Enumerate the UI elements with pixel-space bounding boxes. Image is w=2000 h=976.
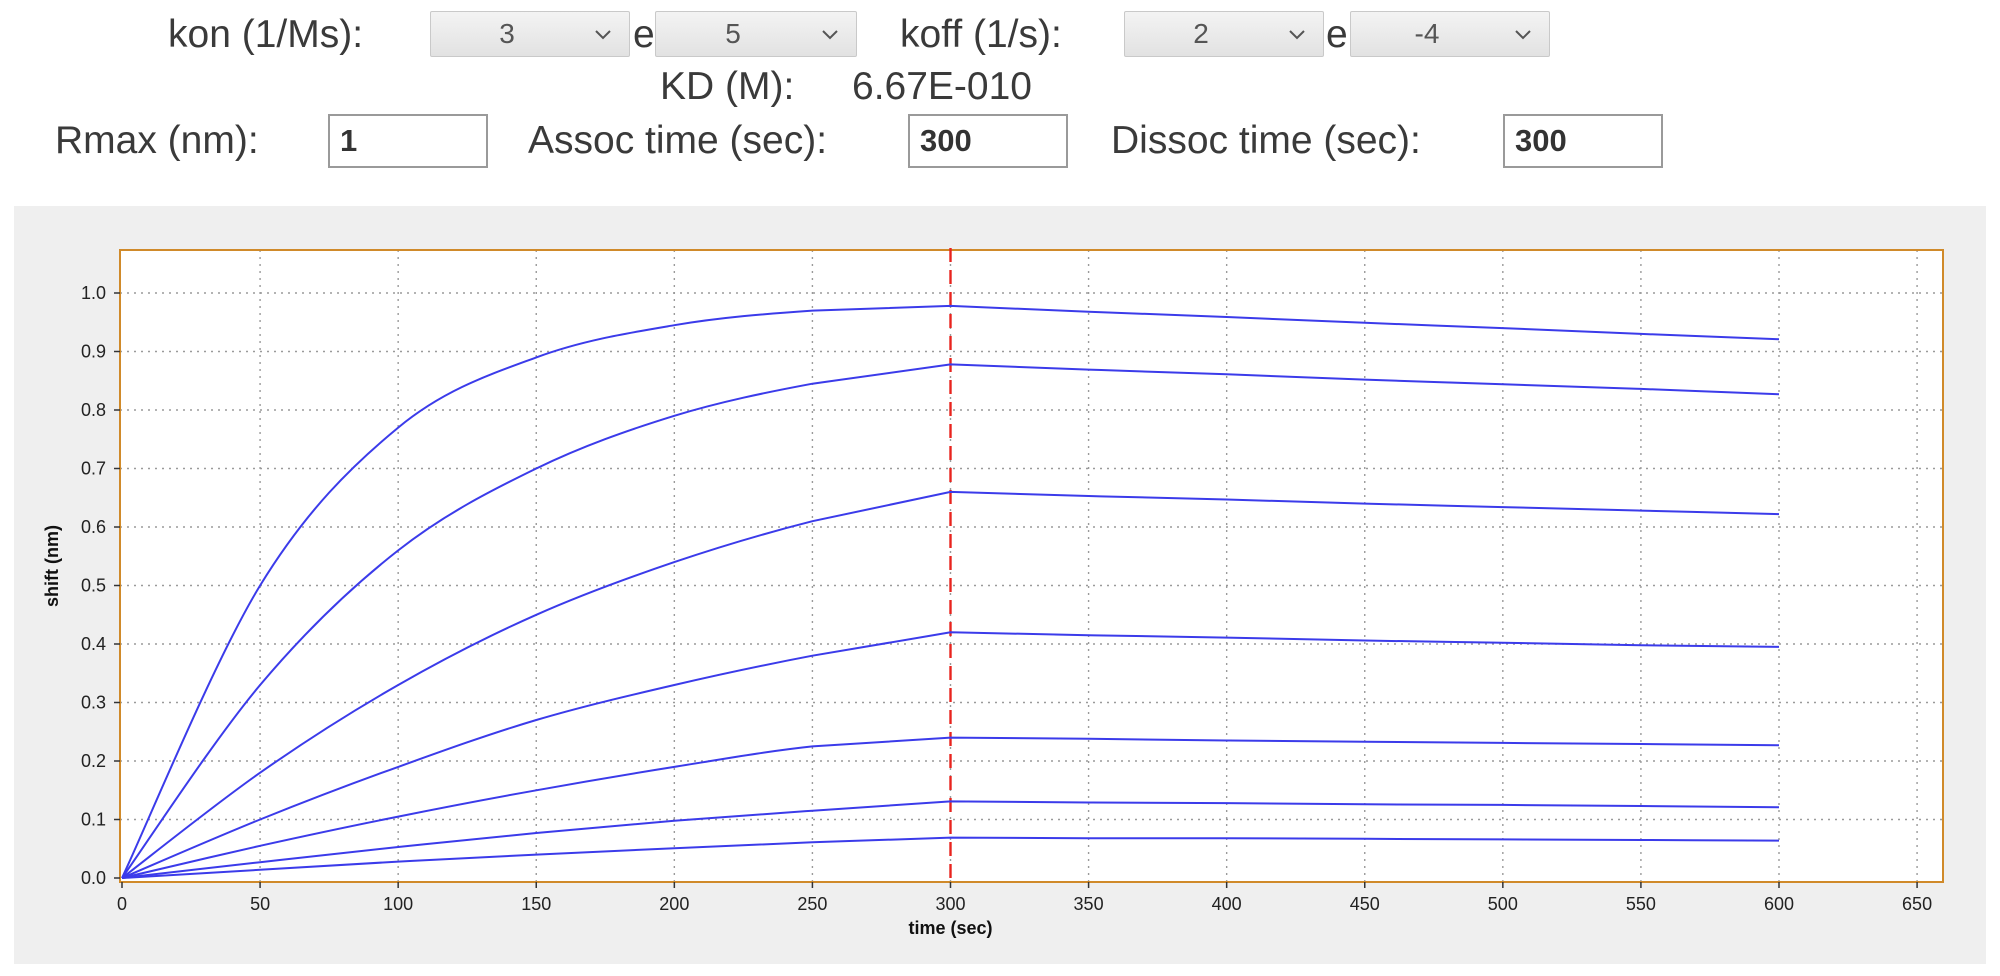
koff-label: koff (1/s): bbox=[900, 13, 1062, 56]
kon-e-label: e bbox=[633, 13, 655, 56]
x-tick-label: 450 bbox=[1350, 894, 1380, 914]
rmax-input[interactable]: 1 bbox=[328, 114, 488, 168]
assoc-time-label: Assoc time (sec): bbox=[528, 119, 828, 162]
plot-area bbox=[120, 250, 1943, 882]
x-tick-label: 100 bbox=[383, 894, 413, 914]
kd-label: KD (M): bbox=[660, 65, 795, 108]
chevron-down-icon bbox=[595, 30, 611, 40]
kon-exponent-select[interactable]: 5 bbox=[655, 11, 857, 57]
x-tick-label: 550 bbox=[1626, 894, 1656, 914]
series-line-5 bbox=[121, 490, 1780, 879]
kon-mantissa-value: 3 bbox=[499, 18, 515, 49]
y-tick-label: 1.0 bbox=[81, 283, 106, 303]
plot-frame bbox=[119, 249, 1944, 883]
x-tick-label: 200 bbox=[659, 894, 689, 914]
kon-exponent-value: 5 bbox=[725, 18, 741, 49]
y-axis-label: shift (nm) bbox=[42, 525, 62, 607]
koff-exponent-value: -4 bbox=[1414, 18, 1440, 49]
y-tick-label: 0.6 bbox=[81, 517, 106, 537]
series-line-1 bbox=[121, 836, 1780, 879]
x-axis-label: time (sec) bbox=[908, 918, 992, 938]
koff-e-label: e bbox=[1326, 13, 1348, 56]
chevron-down-icon bbox=[1515, 30, 1531, 40]
x-tick-label: 600 bbox=[1764, 894, 1794, 914]
x-tick-label: 650 bbox=[1902, 894, 1932, 914]
series-line-7 bbox=[121, 304, 1780, 879]
y-tick-label: 0.7 bbox=[81, 459, 106, 479]
chevron-down-icon bbox=[1289, 30, 1305, 40]
series-line-3 bbox=[121, 736, 1780, 879]
x-tick-label: 0 bbox=[117, 894, 127, 914]
x-tick-label: 300 bbox=[935, 894, 965, 914]
y-tick-label: 0.2 bbox=[81, 751, 106, 771]
assoc-time-input[interactable]: 300 bbox=[908, 114, 1068, 168]
x-tick-label: 350 bbox=[1074, 894, 1104, 914]
rmax-label: Rmax (nm): bbox=[55, 119, 259, 162]
dissoc-time-label: Dissoc time (sec): bbox=[1111, 119, 1421, 162]
x-tick-label: 400 bbox=[1212, 894, 1242, 914]
koff-exponent-select[interactable]: -4 bbox=[1350, 11, 1550, 57]
y-tick-label: 0.0 bbox=[81, 868, 106, 888]
y-tick-label: 0.5 bbox=[81, 576, 106, 596]
chevron-down-icon bbox=[822, 30, 838, 40]
koff-mantissa-select[interactable]: 2 bbox=[1124, 11, 1324, 57]
dissoc-time-input[interactable]: 300 bbox=[1503, 114, 1663, 168]
y-tick-label: 0.4 bbox=[81, 634, 106, 654]
x-tick-label: 500 bbox=[1488, 894, 1518, 914]
series-line-6 bbox=[121, 363, 1780, 879]
series-line-2 bbox=[121, 800, 1780, 879]
y-tick-label: 0.8 bbox=[81, 400, 106, 420]
x-tick-label: 150 bbox=[521, 894, 551, 914]
x-tick-label: 250 bbox=[797, 894, 827, 914]
kd-value: 6.67E-010 bbox=[852, 65, 1032, 108]
y-tick-label: 0.9 bbox=[81, 342, 106, 362]
kon-mantissa-select[interactable]: 3 bbox=[430, 11, 630, 57]
series-line-4 bbox=[121, 631, 1780, 879]
koff-mantissa-value: 2 bbox=[1193, 18, 1209, 49]
y-tick-label: 0.1 bbox=[81, 810, 106, 830]
kon-label: kon (1/Ms): bbox=[168, 13, 364, 56]
y-tick-label: 0.3 bbox=[81, 693, 106, 713]
x-tick-label: 50 bbox=[250, 894, 270, 914]
